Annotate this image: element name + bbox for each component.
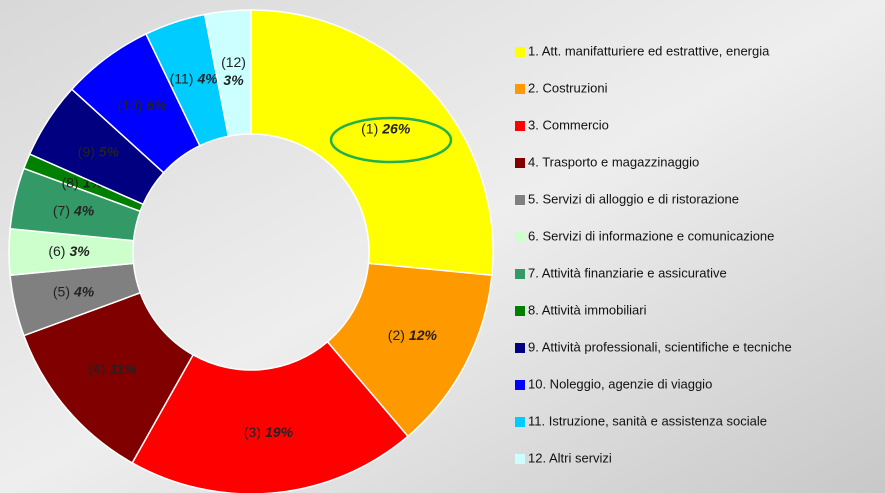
- legend-swatch: [515, 454, 525, 464]
- segment-label: (6) 3%: [48, 243, 90, 259]
- legend: 1. Att. manifatturiere ed estrattive, en…: [515, 43, 792, 465]
- segment-value: 11%: [109, 361, 137, 377]
- legend-label: 7. Attività finanziarie e assicurative: [528, 265, 727, 280]
- segment-label: (10) 6%: [118, 97, 168, 113]
- legend-label: 6. Servizi di informazione e comunicazio…: [528, 228, 774, 243]
- segment-index: (8): [62, 174, 79, 190]
- segment: [131, 340, 409, 493]
- segment-label: (7) 4%: [53, 202, 95, 218]
- segment: [203, 9, 252, 138]
- legend-label: 2. Costruzioni: [528, 80, 608, 95]
- segment-value: 19%: [265, 424, 294, 440]
- legend-swatch: [515, 417, 525, 427]
- segment-value: 5%: [99, 143, 120, 159]
- segment-value: 26%: [381, 120, 411, 136]
- segment-label: (9) 5%: [78, 143, 120, 159]
- legend-label: 3. Commercio: [528, 117, 609, 132]
- segment-index: (9): [78, 143, 95, 159]
- segment-label: (5) 4%: [53, 283, 95, 299]
- legend-label: 10. Noleggio, agenzie di viaggio: [528, 376, 712, 391]
- segment-value: 4%: [73, 202, 95, 218]
- segment-label: (12) 3%: [221, 54, 246, 88]
- legend-label: 8. Attività immobiliari: [528, 302, 647, 317]
- legend-swatch: [515, 158, 525, 168]
- segment-index: (10): [118, 97, 143, 113]
- segment-index: (6): [48, 243, 65, 259]
- legend-label: 12. Altri servizi: [528, 450, 612, 465]
- segment-index: (4): [88, 361, 105, 377]
- legend-swatch: [515, 306, 525, 316]
- segment-index: (1): [361, 120, 378, 136]
- segment-index: (7): [53, 202, 70, 218]
- segment-index: (12): [221, 54, 246, 70]
- segment-label: (4) 11%: [88, 361, 137, 377]
- legend-swatch: [515, 380, 525, 390]
- segment-value: 3%: [69, 243, 90, 259]
- legend-swatch: [515, 47, 525, 57]
- legend-label: 9. Attività professionali, scientifiche …: [528, 339, 792, 354]
- segment-value: 12%: [409, 327, 438, 343]
- segment-value: 6%: [146, 97, 167, 113]
- segment-value: 4%: [73, 283, 95, 299]
- segment-value: 3%: [223, 72, 244, 88]
- legend-label: 11. Istruzione, sanità e assistenza soci…: [528, 413, 767, 428]
- legend-swatch: [515, 269, 525, 279]
- segment-label: (3) 19%: [244, 424, 294, 440]
- legend-swatch: [515, 343, 525, 353]
- highlight-ring: [329, 116, 453, 164]
- legend-label: 5. Servizi di alloggio e di ristorazione: [528, 191, 739, 206]
- segment-value: 4%: [196, 70, 218, 86]
- segment-index: (5): [53, 283, 70, 299]
- segment-label: (2) 12%: [388, 327, 438, 343]
- segment-label: (1) 26%: [361, 120, 411, 136]
- segment-index: (3): [244, 424, 261, 440]
- segment-index: (11): [170, 70, 194, 86]
- segment-label: (11) 4%: [170, 70, 219, 86]
- legend-label: 4. Trasporto e magazzinaggio: [528, 154, 699, 169]
- legend-label: 1. Att. manifatturiere ed estrattive, en…: [528, 43, 770, 58]
- legend-swatch: [515, 232, 525, 242]
- segment-index: (2): [388, 327, 405, 343]
- legend-swatch: [515, 84, 525, 94]
- donut: (1) 26%(2) 12%(3) 19%(4) 11%(5) 4%(6) 3%(7) 4%(…: [8, 9, 494, 493]
- legend-swatch: [515, 121, 525, 131]
- legend-swatch: [515, 195, 525, 205]
- segment: [250, 9, 494, 277]
